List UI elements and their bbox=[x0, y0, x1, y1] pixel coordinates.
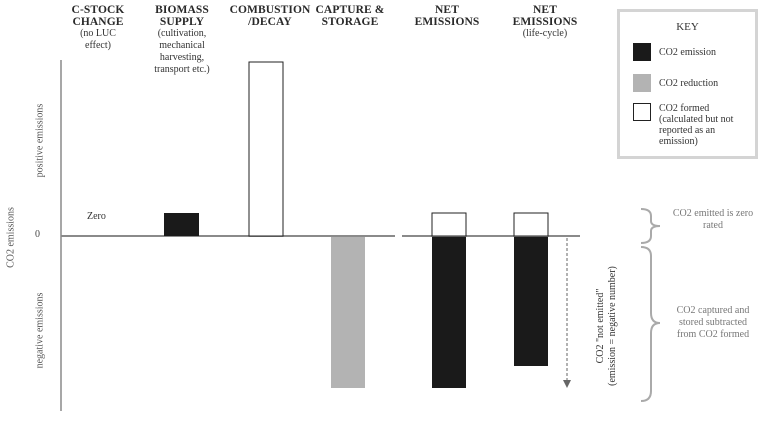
col-title: C-STOCK CHANGE bbox=[71, 4, 125, 28]
col-header-capture-storage: CAPTURE & STORAGE bbox=[312, 4, 388, 28]
col-header-net-emissions-lifecycle: NET EMISSIONS (life-cycle) bbox=[504, 4, 586, 40]
zero-tick-label: 0 bbox=[35, 229, 40, 240]
legend-label: CO2 reduction bbox=[659, 78, 719, 89]
legend-key: KEY CO2 emission CO2 reduction CO2 forme… bbox=[617, 9, 758, 159]
legend-label: CO2 emission bbox=[659, 47, 716, 58]
col-subtitle: (cultivation, mechanical harvesting, tra… bbox=[154, 28, 210, 75]
col-title: NET EMISSIONS bbox=[512, 4, 578, 28]
col-header-net-emissions: NET EMISSIONS bbox=[406, 4, 488, 28]
col-title: BIOMASS SUPPLY bbox=[155, 4, 209, 28]
col-header-c-stock: C-STOCK CHANGE (no LUC effect) bbox=[68, 4, 128, 52]
emission-swatch bbox=[633, 43, 651, 61]
col-title: NET EMISSIONS bbox=[414, 4, 480, 28]
bar-lifecycle-formed bbox=[513, 212, 549, 237]
not-emitted-arrow-head bbox=[563, 380, 571, 388]
col-title: COMBUSTION /DECAY bbox=[229, 4, 311, 28]
bar-combustion-formed bbox=[248, 61, 284, 237]
bar-net-emissions-negative bbox=[432, 237, 466, 388]
bar-net-emissions-formed bbox=[431, 212, 467, 237]
legend-label: CO2 formed (calculated but not reported … bbox=[659, 103, 734, 147]
col-subtitle: (no LUC effect) bbox=[80, 28, 116, 51]
col-subtitle: (life-cycle) bbox=[522, 28, 568, 39]
legend-title: KEY bbox=[676, 21, 699, 33]
bar-capture-storage-reduction bbox=[331, 237, 365, 388]
zero-label: Zero bbox=[87, 211, 106, 222]
not-emitted-label: CO2 "not emitted" (emission = negative n… bbox=[583, 256, 619, 396]
bar-biomass-supply-emission bbox=[164, 213, 199, 236]
bar-lifecycle-negative bbox=[514, 237, 548, 366]
annotation-zero-rated: CO2 emitted is zero rated bbox=[672, 208, 754, 231]
not-emitted-text: CO2 "not emitted" (emission = negative n… bbox=[595, 266, 618, 386]
reduction-swatch bbox=[633, 74, 651, 92]
brace-zero-rated bbox=[640, 208, 661, 244]
col-header-combustion: COMBUSTION /DECAY bbox=[226, 4, 314, 28]
col-title: CAPTURE & STORAGE bbox=[315, 4, 385, 28]
formed-swatch bbox=[633, 103, 651, 121]
brace-captured bbox=[640, 246, 661, 402]
annotation-captured: CO2 captured and stored subtracted from … bbox=[676, 305, 750, 340]
col-header-biomass-supply: BIOMASS SUPPLY (cultivation, mechanical … bbox=[140, 4, 224, 76]
